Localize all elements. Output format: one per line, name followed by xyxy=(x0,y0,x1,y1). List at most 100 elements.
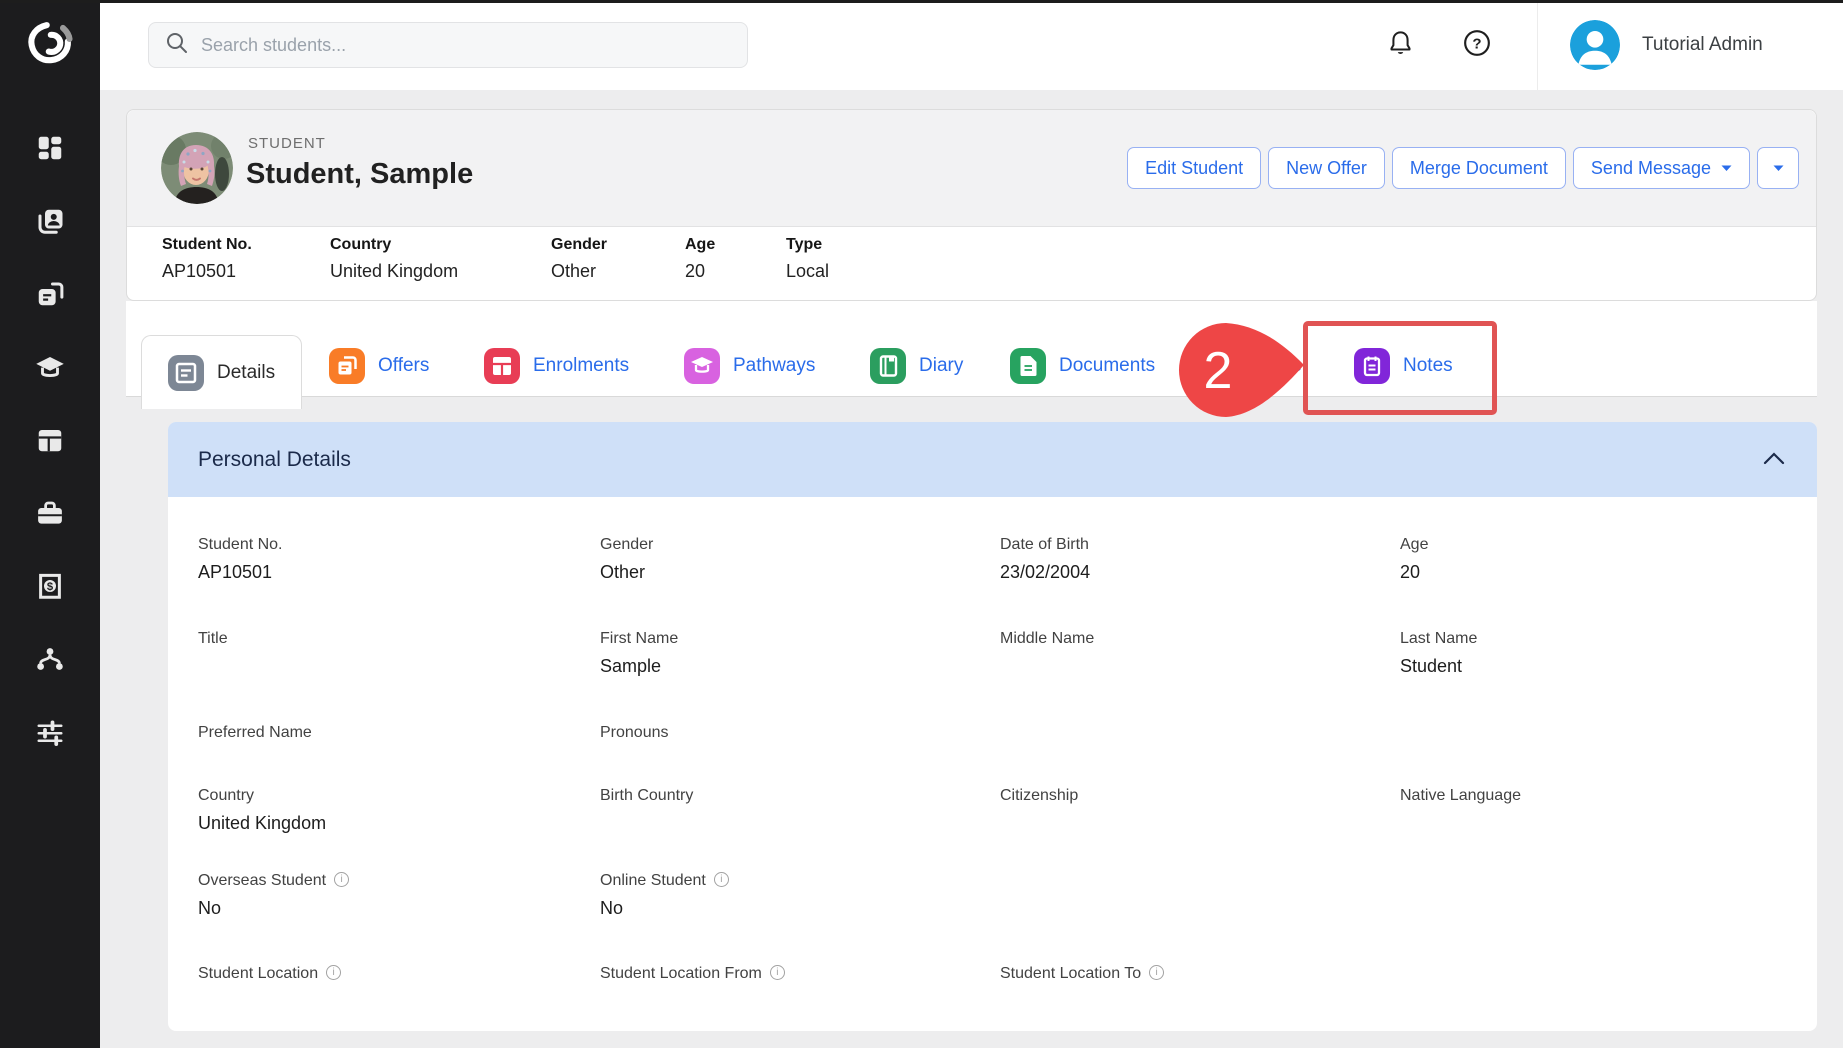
student-search xyxy=(148,22,748,68)
send-message-button[interactable]: Send Message xyxy=(1572,147,1750,189)
sidebar: $ xyxy=(0,0,100,1048)
network-nodes-icon xyxy=(35,644,65,679)
help-button[interactable]: ? xyxy=(1460,28,1494,62)
field-title: Title xyxy=(198,630,228,647)
sidebar-item-students[interactable] xyxy=(34,207,66,239)
diary-book-icon xyxy=(870,348,906,384)
user-menu[interactable]: Tutorial Admin xyxy=(1570,0,1763,90)
sidebar-item-pathways[interactable] xyxy=(34,645,66,677)
sliders-icon xyxy=(35,717,65,752)
student-header-top: STUDENT Student, Sample Edit Student New… xyxy=(127,110,1816,227)
details-row: Student Location Student Location From S… xyxy=(168,965,1817,1045)
field-date-of-birth: Date of Birth 23/02/2004 xyxy=(1000,536,1091,582)
personal-details-header[interactable]: Personal Details xyxy=(168,422,1817,497)
tab-details[interactable]: Details xyxy=(141,335,303,409)
layout-table-icon xyxy=(35,425,65,460)
summary-type: Type Local xyxy=(786,236,830,281)
panel-title: Personal Details xyxy=(198,447,351,471)
app-logo-icon xyxy=(24,17,76,74)
field-gender: Gender Other xyxy=(600,536,654,582)
topbar: ? Tutorial Admin xyxy=(100,0,1843,90)
info-icon[interactable] xyxy=(326,965,342,980)
summary-country: Country United Kingdom xyxy=(330,236,459,281)
sidebar-item-dashboard[interactable] xyxy=(34,134,66,166)
chevron-down-icon xyxy=(1721,165,1732,171)
student-summary-row: Student No. AP10501 Country United Kingd… xyxy=(127,227,1816,300)
edit-student-button[interactable]: Edit Student xyxy=(1127,147,1262,189)
info-icon[interactable] xyxy=(334,872,350,887)
briefcase-icon xyxy=(35,498,65,533)
notes-clipboard-icon xyxy=(1354,348,1390,384)
bell-icon xyxy=(1387,29,1414,61)
sidebar-item-enrolments[interactable] xyxy=(34,426,66,458)
field-preferred-name: Preferred Name xyxy=(198,724,312,741)
graduation-cap-icon xyxy=(35,352,65,387)
field-native-language: Native Language xyxy=(1400,787,1521,804)
sidebar-item-services[interactable] xyxy=(34,499,66,531)
tab-offers[interactable]: Offers xyxy=(329,335,429,397)
search-icon xyxy=(165,31,188,59)
notifications-button[interactable] xyxy=(1383,28,1417,62)
field-pronouns: Pronouns xyxy=(600,724,669,741)
tab-diary[interactable]: Diary xyxy=(870,335,963,397)
documents-file-icon xyxy=(1010,348,1046,384)
details-row: Title First Name Sample Middle Name Last… xyxy=(168,630,1817,710)
field-birth-country: Birth Country xyxy=(600,787,694,804)
student-photo xyxy=(161,132,233,204)
svg-text:?: ? xyxy=(1472,35,1481,52)
tabs-divider xyxy=(126,396,1817,397)
field-last-name: Last Name Student xyxy=(1400,630,1478,676)
details-row: Overseas Student No Online Student No xyxy=(168,872,1817,952)
sidebar-item-settings[interactable] xyxy=(34,718,66,750)
info-icon[interactable] xyxy=(769,965,785,980)
dashboard-icon xyxy=(35,133,65,168)
search-input[interactable] xyxy=(201,34,731,56)
field-student-location: Student Location xyxy=(198,965,588,991)
student-actions: Edit Student New Offer Merge Document Se… xyxy=(1127,147,1799,189)
details-row: Preferred Name Pronouns xyxy=(168,724,1817,804)
personal-details-panel: Personal Details Student No. AP10501 Gen… xyxy=(168,422,1817,1031)
tab-partially-hidden[interactable]: s xyxy=(1292,355,1302,376)
sidebar-item-courses[interactable] xyxy=(34,353,66,385)
sidebar-item-invoices[interactable]: $ xyxy=(34,572,66,604)
help-icon: ? xyxy=(1463,29,1491,62)
field-age: Age 20 xyxy=(1400,536,1429,582)
field-student-no: Student No. AP10501 xyxy=(198,536,283,582)
pathways-graduation-icon xyxy=(684,348,720,384)
info-icon[interactable] xyxy=(1149,965,1165,980)
sidebar-item-offers[interactable] xyxy=(34,280,66,312)
personal-details-body: Student No. AP10501 Gender Other Date of… xyxy=(168,497,1817,1031)
chevron-down-icon xyxy=(1773,165,1783,171)
app-logo[interactable] xyxy=(0,0,100,90)
tab-documents[interactable]: Documents xyxy=(1010,335,1155,397)
tab-pathways[interactable]: Pathways xyxy=(684,335,815,397)
tab-enrolments[interactable]: Enrolments xyxy=(484,335,629,397)
new-offer-button[interactable]: New Offer xyxy=(1268,147,1385,189)
field-online-student: Online Student No xyxy=(600,872,990,919)
user-avatar-icon xyxy=(1570,20,1620,70)
summary-age: Age 20 xyxy=(685,236,716,281)
offers-copy-icon xyxy=(329,348,365,384)
dollar-invoice-icon: $ xyxy=(35,571,65,606)
details-document-icon xyxy=(168,354,204,391)
student-overline: STUDENT xyxy=(248,135,326,152)
summary-gender: Gender Other xyxy=(551,236,608,281)
tab-notes[interactable]: Notes xyxy=(1354,335,1453,397)
details-row: Country United Kingdom Birth Country Cit… xyxy=(168,787,1817,867)
more-actions-dropdown-button[interactable] xyxy=(1757,147,1799,189)
student-name: Student, Sample xyxy=(246,158,474,190)
details-row: Student No. AP10501 Gender Other Date of… xyxy=(168,536,1817,616)
field-student-location-from: Student Location From xyxy=(600,965,990,991)
field-first-name: First Name Sample xyxy=(600,630,679,676)
field-student-location-to: Student Location To xyxy=(1000,965,1390,991)
sidebar-nav: $ xyxy=(34,134,66,750)
chevron-up-icon[interactable] xyxy=(1763,451,1785,465)
student-tabs-bar: Details Offers Enrolments Pathways xyxy=(126,301,1817,409)
field-middle-name: Middle Name xyxy=(1000,630,1095,647)
field-country: Country United Kingdom xyxy=(198,787,327,833)
merge-document-button[interactable]: Merge Document xyxy=(1391,147,1566,189)
svg-text:$: $ xyxy=(47,581,54,593)
student-badge-icon xyxy=(35,206,65,241)
info-icon[interactable] xyxy=(713,872,729,887)
topbar-divider xyxy=(1537,0,1538,90)
